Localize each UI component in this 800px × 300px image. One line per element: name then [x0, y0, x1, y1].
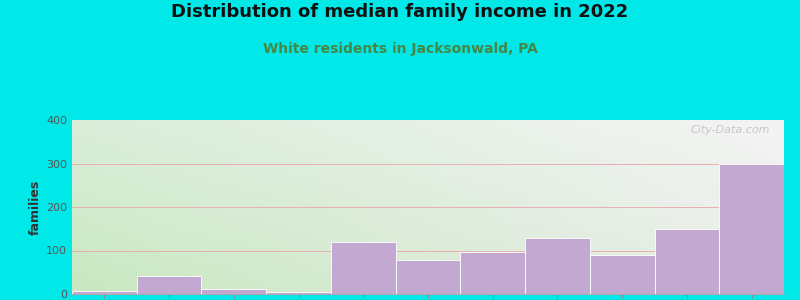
Bar — [719, 164, 784, 294]
Bar — [590, 255, 654, 294]
Text: White residents in Jacksonwald, PA: White residents in Jacksonwald, PA — [262, 42, 538, 56]
Bar — [654, 229, 719, 294]
Text: Distribution of median family income in 2022: Distribution of median family income in … — [171, 3, 629, 21]
Bar — [331, 242, 396, 294]
Bar — [202, 289, 266, 294]
Y-axis label: families: families — [29, 179, 42, 235]
Bar — [137, 276, 202, 294]
Bar — [525, 238, 590, 294]
Text: City-Data.com: City-Data.com — [690, 125, 770, 135]
Bar — [72, 290, 137, 294]
Bar — [460, 252, 525, 294]
Bar — [266, 292, 331, 294]
Bar — [396, 260, 460, 294]
